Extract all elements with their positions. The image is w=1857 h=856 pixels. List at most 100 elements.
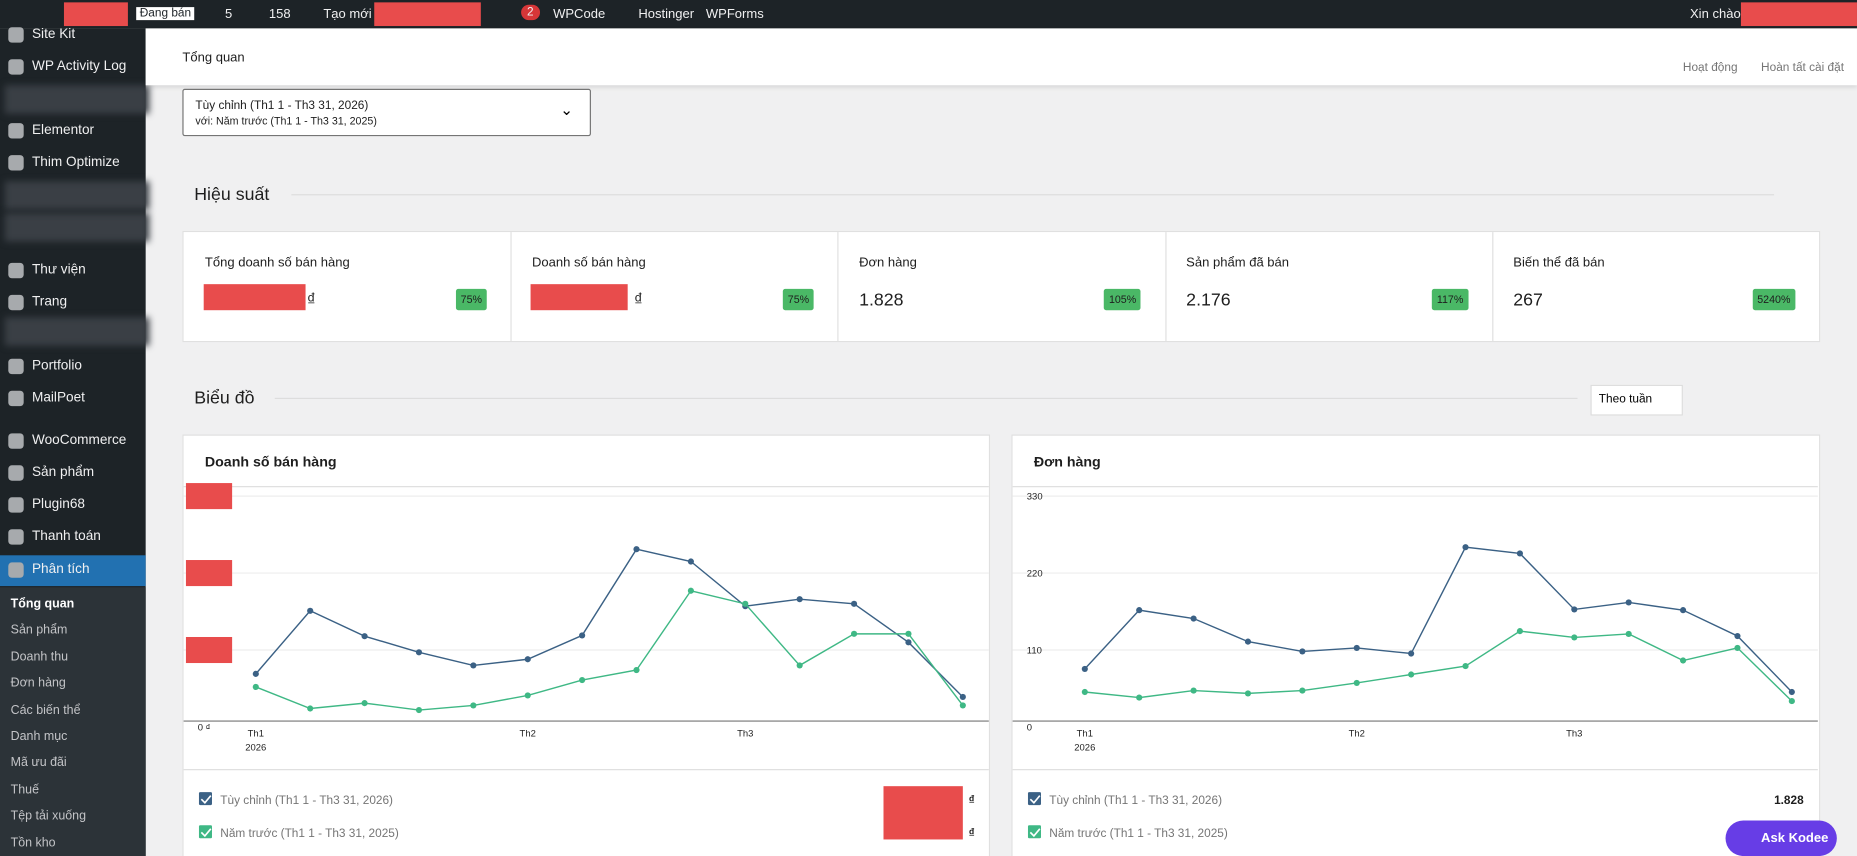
interval-select[interactable]: Theo tuần [1590, 384, 1683, 416]
chevron: ⌄ [560, 100, 574, 119]
point [1462, 544, 1469, 551]
y-tick-label: 0 [1027, 723, 1032, 734]
point [1516, 628, 1523, 635]
point [361, 700, 368, 707]
redacted [63, 2, 128, 27]
stat-label: Đơn hàng [859, 255, 917, 270]
setup[interactable]: Hoàn tất cài đặt [1761, 61, 1845, 75]
bar-link[interactable]: WPForms [705, 7, 764, 22]
ask-kodee[interactable]: Ask Kodee [1725, 820, 1837, 856]
submenu-item[interactable]: Tệp tải xuống [10, 808, 87, 824]
point [1734, 644, 1741, 651]
menu-icon [8, 497, 24, 513]
submenu-item[interactable]: Tồn kho [10, 835, 56, 850]
point [959, 693, 966, 701]
chart-card: Đơn hàng 0 110 220 330 Th1 Th2 Th3 2026 Tùy chỉnh… [1011, 434, 1821, 856]
chart: Doanh số bán hàng 0 ₫ Th1 Th2 Th3 2026 Tùy chỉ… [183, 454, 989, 840]
blurred-item [4, 181, 150, 210]
date-picker[interactable]: Tùy chỉnh (Th1 1 - Th3 31, 2026) với: Nă… [182, 88, 591, 137]
point [905, 630, 912, 637]
greeting[interactable]: Xin chào, [1689, 7, 1745, 22]
submenu-item[interactable]: Mã ưu đãi [10, 755, 67, 771]
admin-bar: Đang bán 5 158 Tạo mới 2 WPCode Hostinge… [0, 0, 1857, 29]
submenu-item[interactable]: Đơn hàng [10, 676, 66, 691]
stat-delta: 117% [1432, 288, 1469, 311]
chart-title: Đơn hàng [1034, 454, 1101, 470]
submenu-item[interactable]: Tổng quan [10, 596, 75, 611]
menu-item[interactable]: Plugin68 [31, 497, 85, 512]
point [1136, 607, 1143, 614]
redacted [185, 636, 233, 664]
point [307, 607, 314, 614]
menu-item[interactable]: Sản phẩm [31, 465, 95, 480]
point [1788, 698, 1795, 705]
page-title: Tổng quan [182, 50, 245, 66]
stat-value: 1.828 [859, 290, 904, 311]
menu-item[interactable]: Trang [31, 294, 68, 310]
point [1244, 638, 1252, 645]
point [1408, 671, 1415, 678]
submenu-item[interactable]: Các biến thể [10, 702, 81, 718]
point [524, 692, 531, 699]
stat-value: 267 [1513, 290, 1543, 311]
menu-item[interactable]: Thư viện [31, 262, 86, 278]
point [1081, 665, 1088, 672]
menu-item[interactable]: MailPoet [31, 390, 85, 405]
legend-label: Tùy chỉnh (Th1 1 - Th3 31, 2026) [220, 793, 393, 807]
point [1788, 688, 1795, 696]
activity[interactable]: Hoạt động [1682, 61, 1738, 75]
point [579, 676, 586, 684]
date-primary: Tùy chỉnh (Th1 1 - Th3 31, 2026) [195, 99, 369, 113]
updates[interactable]: 5 [225, 7, 233, 22]
legend-label: Năm trước (Th1 1 - Th3 31, 2025) [1049, 826, 1228, 840]
menu-icon [8, 294, 24, 311]
point [470, 702, 477, 709]
point [633, 666, 640, 674]
point [796, 662, 803, 669]
submenu-item[interactable]: Doanh thu [10, 649, 69, 664]
menu-item[interactable]: WP Activity Log [31, 59, 127, 74]
stat-delta: 105% [1104, 288, 1141, 311]
menu-item[interactable]: WooCommerce [31, 433, 127, 448]
yoast-count[interactable]: 2 [521, 4, 540, 21]
legend-check [1027, 792, 1041, 806]
series-line [1084, 546, 1793, 693]
menu-item[interactable]: Portfolio [31, 358, 82, 373]
stats: Tổng doanh số bán hàng ₫ 75% Doanh số bán h… [182, 230, 1821, 343]
bar-link[interactable]: WPCode [553, 7, 606, 22]
series-line [1084, 630, 1793, 702]
submenu-item[interactable]: Sản phẩm [10, 623, 68, 638]
site-status[interactable]: Đang bán [136, 7, 195, 21]
point [579, 632, 586, 639]
card-divider [510, 232, 512, 341]
point [252, 670, 259, 677]
menu-item[interactable]: Thim Optimize [31, 155, 120, 170]
submenu-item[interactable]: Thuế [10, 782, 40, 797]
redacted [185, 483, 233, 510]
menu-icon [8, 59, 24, 75]
x-year-label: 2026 [1074, 743, 1095, 754]
new-content[interactable]: Tạo mới [323, 7, 372, 22]
legend-label: Tùy chỉnh (Th1 1 - Th3 31, 2026) [1049, 793, 1222, 807]
submenu-item[interactable]: Danh mục [10, 729, 68, 744]
menu-icon [8, 123, 24, 139]
bar-link[interactable]: Hostinger [638, 7, 695, 22]
redacted [374, 2, 481, 27]
card-divider [837, 232, 839, 341]
card-divider [1491, 232, 1494, 341]
menu-item[interactable]: Phân tích [31, 562, 90, 577]
menu-icon [8, 155, 24, 171]
legend-tick [1029, 828, 1041, 838]
comments[interactable]: 158 [268, 7, 291, 22]
menu-item[interactable]: Elementor [31, 123, 95, 138]
submenu-bg [0, 587, 146, 856]
stat-value: ₫ [633, 290, 643, 311]
menu-item[interactable]: Thanh toán [31, 529, 101, 544]
point [1571, 606, 1578, 613]
point [361, 633, 368, 640]
point [415, 649, 423, 656]
point [1244, 690, 1252, 697]
menu-item[interactable]: Site Kit [31, 27, 76, 42]
menu-icon [8, 390, 24, 407]
stat-delta: 75% [455, 288, 487, 311]
